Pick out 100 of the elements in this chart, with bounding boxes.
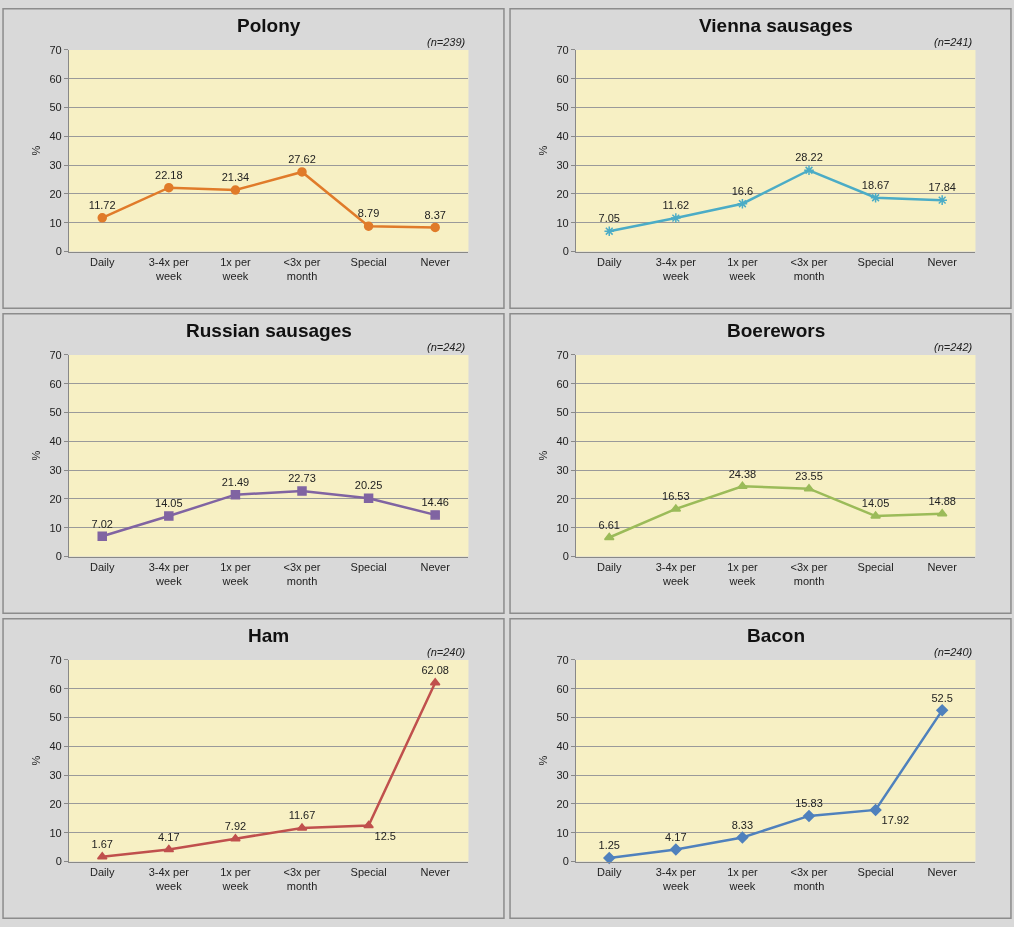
data-label: 14.46 xyxy=(421,496,449,509)
data-label: 62.08 xyxy=(421,663,449,676)
point xyxy=(430,510,440,520)
data-label: 8.33 xyxy=(731,818,754,831)
point xyxy=(737,481,748,490)
data-label: 21.49 xyxy=(221,475,250,488)
x-tick-label: <3x per month xyxy=(283,255,321,283)
y-tick-label: 0 xyxy=(562,550,569,563)
data-label: 18.67 xyxy=(861,179,890,191)
y-tick-label: 40 xyxy=(49,130,62,143)
y-tick-label: 0 xyxy=(55,855,62,868)
data-label: 7.92 xyxy=(224,819,247,832)
y-tick-label: 70 xyxy=(49,43,62,56)
data-label: 24.38 xyxy=(728,467,757,480)
data-label: 14.05 xyxy=(861,497,890,510)
point xyxy=(363,493,374,503)
x-tick-label: Daily xyxy=(90,255,115,268)
data-label: 8.79 xyxy=(357,207,380,220)
x-tick-label: <3x per month xyxy=(283,865,321,893)
y-tick-label: 20 xyxy=(556,187,569,200)
y-tick-label: 0 xyxy=(55,245,62,258)
y-tick-label: 60 xyxy=(49,377,62,390)
point xyxy=(603,225,615,237)
point xyxy=(429,677,441,686)
text: (n=239) xyxy=(427,36,466,48)
y-tick-label: 60 xyxy=(556,72,569,85)
x-tick-label: Special xyxy=(350,255,387,268)
x-tick-label: <3x per month xyxy=(790,865,828,893)
point xyxy=(297,486,307,496)
point xyxy=(936,704,949,717)
chart-title: Russian sausages xyxy=(186,320,352,341)
point xyxy=(163,844,175,853)
x-tick-label: <3x per month xyxy=(283,560,321,588)
y-tick-label: 70 xyxy=(556,348,569,361)
data-label: 1.67 xyxy=(91,837,113,850)
point xyxy=(603,532,615,541)
x-tick-label: Special xyxy=(857,255,894,268)
data-label: 4.17 xyxy=(158,830,180,843)
point xyxy=(736,831,749,844)
y-tick-label: 20 xyxy=(556,492,569,505)
x-tick-label: Daily xyxy=(90,865,115,878)
text: (n=242) xyxy=(934,341,973,353)
data-label: 11.67 xyxy=(288,809,316,822)
point xyxy=(164,511,174,521)
y-tick-label: 0 xyxy=(562,245,569,258)
x-tick-label: Never xyxy=(927,560,958,573)
data-label: 17.84 xyxy=(928,181,956,194)
y-tick-label: 10 xyxy=(49,216,62,229)
y-tick-label: 70 xyxy=(49,348,62,361)
data-label: 20.25 xyxy=(354,479,383,492)
y-tick-label: 70 xyxy=(556,653,569,666)
y-tick-label: 10 xyxy=(556,216,569,229)
y-axis-title: % xyxy=(537,755,550,766)
y-axis-title: % xyxy=(537,450,550,461)
chart-title: Polony xyxy=(237,15,301,36)
y-tick-label: 40 xyxy=(556,740,569,753)
y-tick-label: 30 xyxy=(556,158,569,171)
x-tick-label: Special xyxy=(350,865,387,878)
point xyxy=(803,164,815,176)
x-tick-label: 3-4x per week xyxy=(148,865,190,893)
x-tick-label: Never xyxy=(420,560,451,573)
x-tick-label: Daily xyxy=(597,255,622,268)
point xyxy=(736,198,748,210)
y-tick-label: 40 xyxy=(49,740,62,753)
y-tick-label: 70 xyxy=(49,653,62,666)
y-tick-label: 10 xyxy=(49,826,62,839)
y-tick-label: 40 xyxy=(556,130,569,143)
point xyxy=(97,213,107,223)
data-label: 21.34 xyxy=(221,171,250,184)
y-axis-title: % xyxy=(30,755,43,766)
y-tick-label: 20 xyxy=(49,187,62,200)
point xyxy=(96,851,108,860)
y-tick-label: 60 xyxy=(556,682,569,695)
y-tick-label: 60 xyxy=(556,377,569,390)
data-label: 7.02 xyxy=(91,517,113,530)
data-label: 11.72 xyxy=(88,199,116,212)
data-label: 8.37 xyxy=(424,208,446,221)
y-tick-label: 10 xyxy=(49,521,62,534)
x-tick-label: 3-4x per week xyxy=(655,255,697,283)
y-tick-label: 60 xyxy=(49,72,62,85)
chart-title: Bacon xyxy=(747,625,806,646)
x-tick-label: 3-4x per week xyxy=(148,255,190,283)
x-tick-label: 3-4x per week xyxy=(148,560,190,588)
data-label: 22.73 xyxy=(288,472,316,485)
point xyxy=(936,508,948,517)
y-tick-label: 50 xyxy=(556,406,569,419)
x-tick-label: 3-4x per week xyxy=(655,560,697,588)
y-tick-label: 50 xyxy=(49,406,62,419)
y-tick-label: 10 xyxy=(556,521,569,534)
y-tick-label: 30 xyxy=(49,463,62,476)
y-tick-label: 50 xyxy=(556,711,569,724)
point xyxy=(803,483,815,492)
y-tick-label: 40 xyxy=(49,435,62,448)
point xyxy=(230,833,241,842)
data-label: 17.92 xyxy=(881,814,910,827)
point xyxy=(297,167,307,177)
x-tick-label: Daily xyxy=(597,560,622,573)
chart-title: Ham xyxy=(248,625,290,646)
data-label: 28.22 xyxy=(795,151,823,164)
x-tick-label: 1x per week xyxy=(220,560,252,588)
